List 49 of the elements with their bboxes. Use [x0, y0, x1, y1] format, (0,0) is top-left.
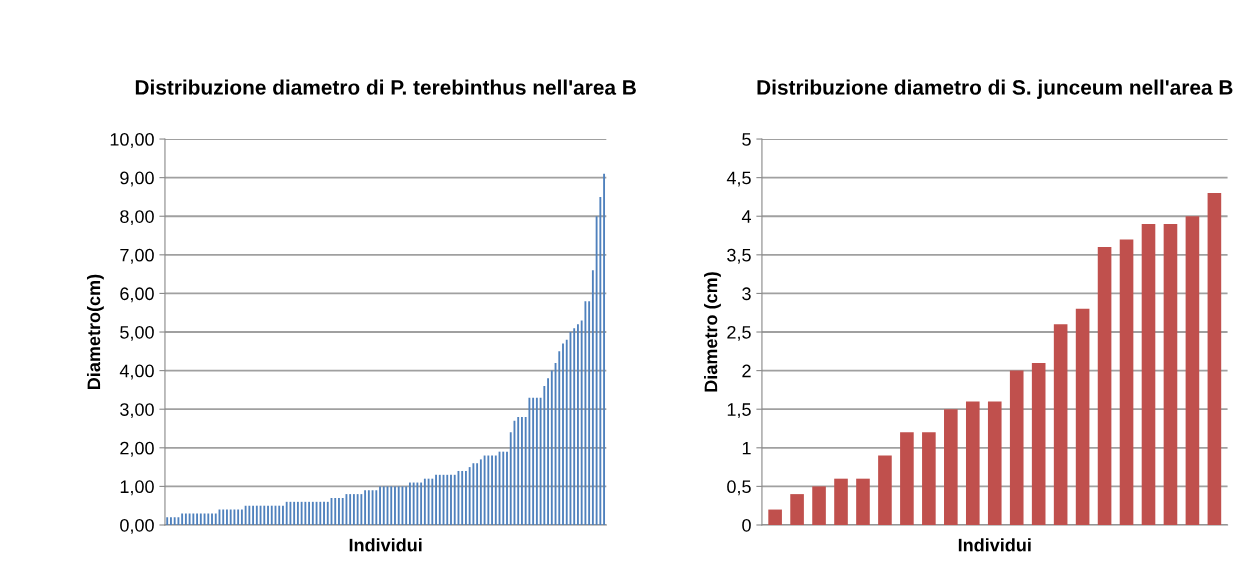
bar	[834, 478, 848, 525]
bar	[1031, 362, 1046, 525]
bar	[1075, 308, 1090, 525]
y-tick-label: 4,5	[726, 171, 751, 187]
bar	[900, 432, 914, 525]
y-tick-label: 10,00	[110, 132, 154, 148]
y-tick-label: 2,00	[120, 441, 154, 457]
y-tick-label: 1,5	[727, 403, 751, 419]
bar	[1097, 247, 1112, 525]
bar	[768, 509, 782, 525]
chart-title: Distribuzione diametro di P. terebinthus nell'area B	[135, 79, 636, 95]
bar	[878, 455, 892, 525]
bar	[965, 401, 980, 525]
y-tick-label: 3,5	[727, 248, 751, 264]
x-axis-title: Individui	[349, 538, 422, 552]
y-tick-label: 6,00	[120, 287, 154, 303]
bar	[856, 478, 870, 525]
y-tick-label: 5	[742, 133, 751, 146]
y-tick-label: 4,00	[119, 364, 154, 380]
y-tick-label: 5,00	[120, 325, 154, 341]
y-tick-label: 2,5	[727, 325, 751, 341]
y-axis-title: Diametro (cm)	[704, 272, 721, 392]
bar	[944, 409, 958, 525]
bar	[922, 432, 936, 525]
y-tick-label: 1,00	[120, 480, 154, 496]
y-tick-label: 7,00	[120, 248, 154, 264]
bar	[812, 486, 826, 525]
bar	[1053, 324, 1068, 525]
x-axis-title: Individui	[958, 538, 1031, 552]
bar	[1163, 223, 1178, 525]
y-tick-label: 8,00	[120, 210, 154, 226]
y-tick-label: 2	[742, 364, 751, 378]
y-tick-label: 4	[741, 210, 751, 223]
y-tick-label: 0,5	[727, 480, 751, 496]
y-tick-label: 3	[742, 287, 751, 301]
bar	[790, 494, 804, 525]
bar	[1141, 223, 1156, 525]
y-tick-label: 1	[742, 441, 751, 455]
bar	[987, 401, 1002, 525]
chart-title: Distribuzione diametro di S. junceum nell'area B	[757, 79, 1233, 99]
y-tick-label: 0,00	[120, 518, 154, 534]
y-tick-label: 9,00	[120, 171, 154, 187]
bar	[1185, 216, 1200, 525]
y-axis-title: Diametro(cm)	[86, 274, 104, 389]
y-tick-label: 0	[742, 518, 751, 532]
bar	[1207, 193, 1222, 525]
bar	[1119, 239, 1134, 525]
bar	[1009, 370, 1024, 525]
y-tick-label: 3,00	[120, 403, 154, 419]
